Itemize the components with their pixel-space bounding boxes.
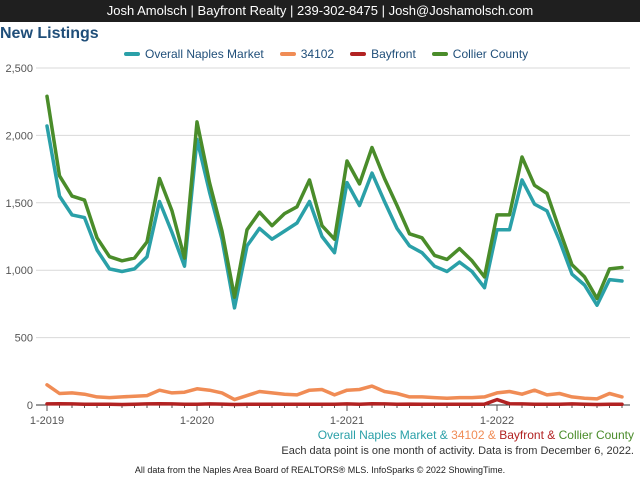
- series-line-overall-naples-market: [45, 124, 624, 310]
- caption-joiner: &: [547, 428, 556, 442]
- legend-swatch: [431, 52, 448, 56]
- y-tick-label: 1,500: [5, 198, 33, 210]
- legend-swatch: [124, 52, 140, 56]
- contact-banner: Josh Amolsch | Bayfront Realty | 239-302…: [0, 0, 640, 22]
- legend-item-34102[interactable]: 34102: [279, 47, 335, 61]
- chart-legend: Overall Naples Market 34102 Bayfront Col…: [124, 46, 544, 62]
- caption-joiner: &: [487, 428, 496, 442]
- grid-lines: [36, 67, 630, 339]
- x-tick-label: 1-2019: [30, 415, 64, 425]
- y-tick-label: 0: [27, 400, 33, 412]
- legend-label: Overall Naples Market: [145, 47, 264, 61]
- series-line-bayfront: [45, 397, 624, 407]
- legend-swatch: [350, 52, 367, 56]
- caption-series-34102: 34102: [451, 428, 485, 442]
- caption-joiner: &: [439, 428, 448, 442]
- series-line-34102: [45, 383, 624, 402]
- legend-item-bayfront[interactable]: Bayfront: [350, 47, 416, 61]
- footer-credit: All data from the Naples Area Board of R…: [134, 465, 506, 475]
- legend-item-collier[interactable]: Collier County: [431, 47, 529, 61]
- x-tick-label: 1-2020: [180, 415, 214, 425]
- chart-title: New Listings: [0, 25, 99, 42]
- y-tick-label: 500: [15, 333, 33, 345]
- data-note: Each data point is one month of activity…: [281, 445, 634, 457]
- line-chart: 0 500 1,000 1,500 2,000 2,500 1-2019 1-2020 1-20…: [5, 63, 630, 425]
- y-tick-label: 1,000: [5, 265, 33, 277]
- legend-label: Bayfront: [371, 47, 416, 61]
- x-tick-label: 1-2021: [330, 415, 364, 425]
- y-tick-label: 2,000: [5, 130, 33, 142]
- legend-item-overall[interactable]: Overall Naples Market: [124, 47, 264, 61]
- series-lines: [45, 94, 624, 407]
- y-tick-label: 2,500: [5, 63, 33, 75]
- legend-label: 34102: [300, 47, 335, 61]
- caption-series-bayfront: Bayfront: [499, 428, 544, 442]
- x-tick-label: 1-2022: [480, 415, 514, 425]
- legend-swatch: [279, 52, 296, 56]
- series-line-collier-county: [45, 94, 624, 301]
- caption-series-collier: Collier County: [558, 428, 634, 442]
- legend-label: Collier County: [452, 47, 529, 61]
- caption-series-overall: Overall Naples Market: [317, 428, 437, 442]
- series-caption: Overall Naples Market & 34102 & Bayfront…: [318, 428, 634, 442]
